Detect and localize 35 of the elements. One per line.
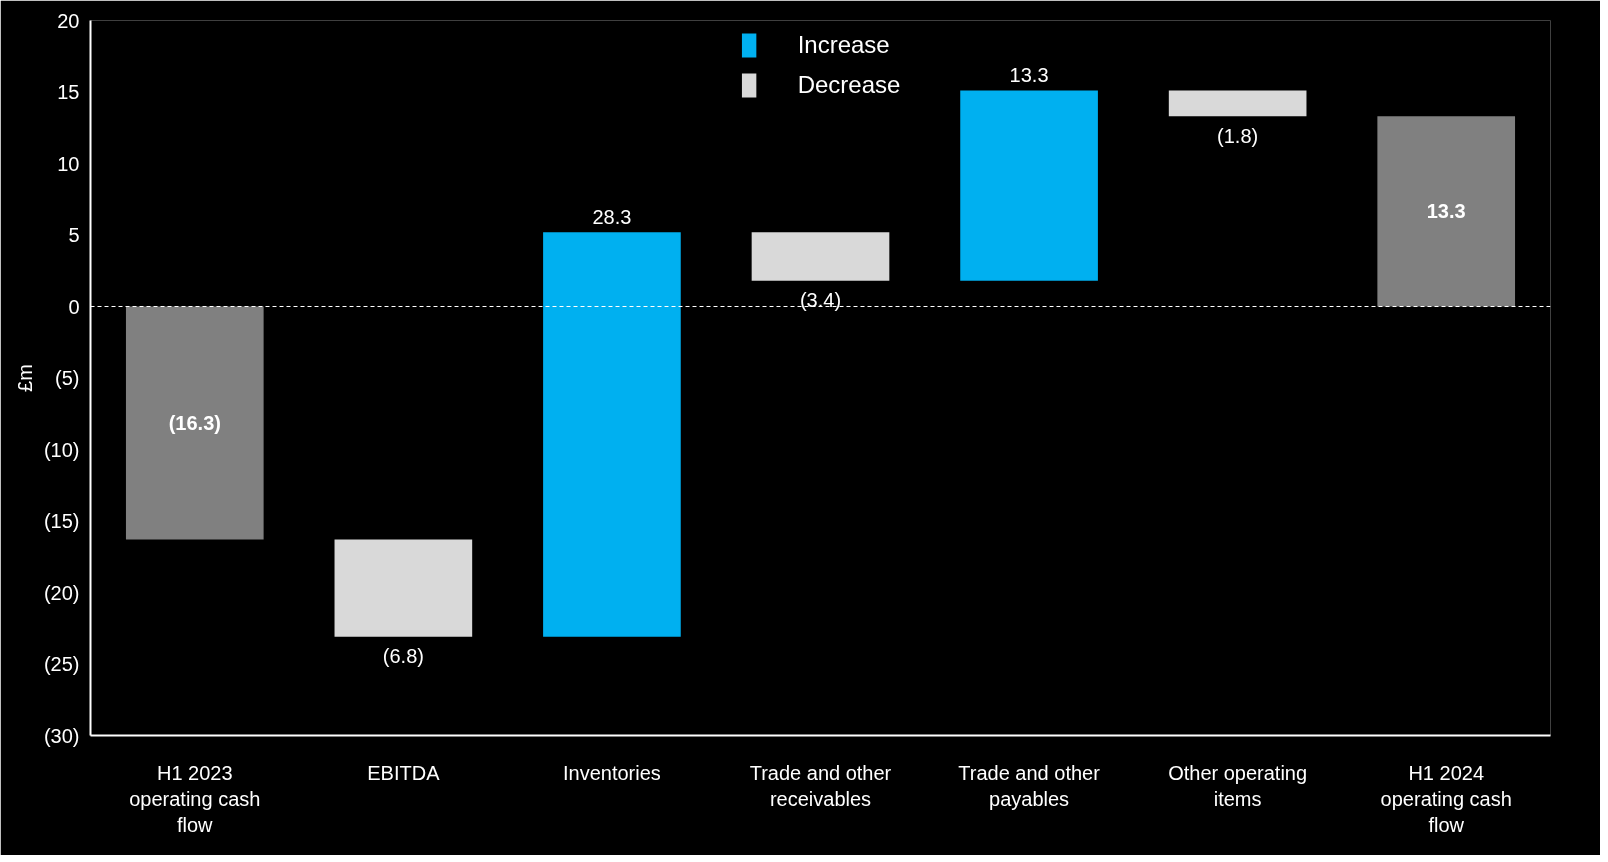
data-label: (16.3)	[168, 412, 221, 435]
x-tick-label: H1 2023 operating cash flow	[129, 761, 261, 837]
x-tick-label: Other operating items	[1168, 761, 1308, 810]
x-tick-label: Inventories	[563, 761, 661, 784]
data-label: (6.8)	[382, 645, 424, 668]
x-tick-label: Trade and other receivables	[749, 761, 892, 810]
bar	[751, 232, 890, 281]
y-axis-title: £m	[13, 364, 36, 392]
y-tick-label: (25)	[43, 653, 80, 675]
y-tick-label: (10)	[43, 438, 80, 461]
y-tick-label: (5)	[55, 367, 80, 389]
y-tick-label: (15)	[43, 510, 80, 532]
bar	[1168, 90, 1307, 117]
bar	[543, 232, 681, 637]
data-label: 13.3	[1426, 200, 1466, 223]
legend-label: Increase	[797, 31, 890, 59]
y-tick-label: (30)	[43, 724, 80, 747]
y-tick-label: 5	[68, 224, 80, 246]
x-tick-label: EBITDA	[367, 761, 441, 784]
y-tick-label: 20	[57, 9, 80, 32]
data-label: (1.8)	[1217, 124, 1259, 147]
data-label: 28.3	[592, 205, 632, 228]
bar	[334, 539, 473, 637]
data-label: (3.4)	[799, 289, 842, 312]
x-tick-label: Trade and other payables	[958, 761, 1101, 810]
y-tick-label: (20)	[43, 581, 80, 604]
y-tick-label: 10	[57, 152, 80, 175]
y-tick-label: 15	[57, 81, 80, 103]
y-tick-label: 0	[68, 295, 80, 318]
legend-label: Decrease	[797, 71, 901, 99]
data-label: 13.3	[1009, 63, 1049, 86]
bar	[1377, 116, 1516, 307]
x-tick-label: H1 2024 operating cash flow	[1380, 761, 1512, 837]
bar	[125, 306, 264, 540]
bar	[960, 90, 1098, 281]
